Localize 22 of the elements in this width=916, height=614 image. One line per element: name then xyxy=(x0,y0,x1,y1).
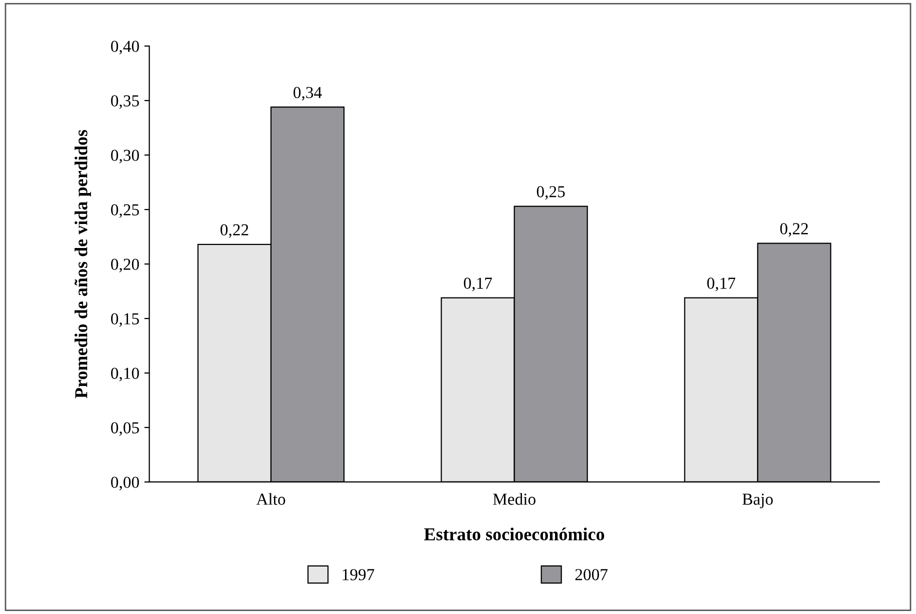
y-tick-label: 0,00 xyxy=(111,476,139,490)
y-tick-label: 0,15 xyxy=(111,313,139,327)
x-axis-title: Estrato socioeconómico xyxy=(424,528,604,540)
x-tick-label: Alto xyxy=(256,493,286,505)
y-axis-title: Promedio de años de vida perdidos xyxy=(74,130,91,398)
y-tick-label: 0,35 xyxy=(111,95,139,109)
y-tick-label: 0,20 xyxy=(111,258,139,272)
data-label: 0,17 xyxy=(707,278,736,292)
data-label: 0,22 xyxy=(780,223,808,237)
y-tick-label: 0,10 xyxy=(111,368,139,382)
data-label: 0,17 xyxy=(464,278,492,292)
x-tick-label: Medio xyxy=(493,493,536,505)
legend-label: 2007 xyxy=(575,569,608,580)
y-tick-label: 0,05 xyxy=(111,422,139,436)
data-label: 0,25 xyxy=(536,186,565,200)
legend-label: 1997 xyxy=(342,569,374,580)
y-tick-label: 0,40 xyxy=(111,40,139,54)
data-label: 0,34 xyxy=(294,86,322,101)
data-label: 0,22 xyxy=(220,224,248,238)
y-tick-label: 0,30 xyxy=(111,150,139,164)
x-tick-label: Bajo xyxy=(742,494,773,508)
y-tick-label: 0,25 xyxy=(111,204,139,218)
